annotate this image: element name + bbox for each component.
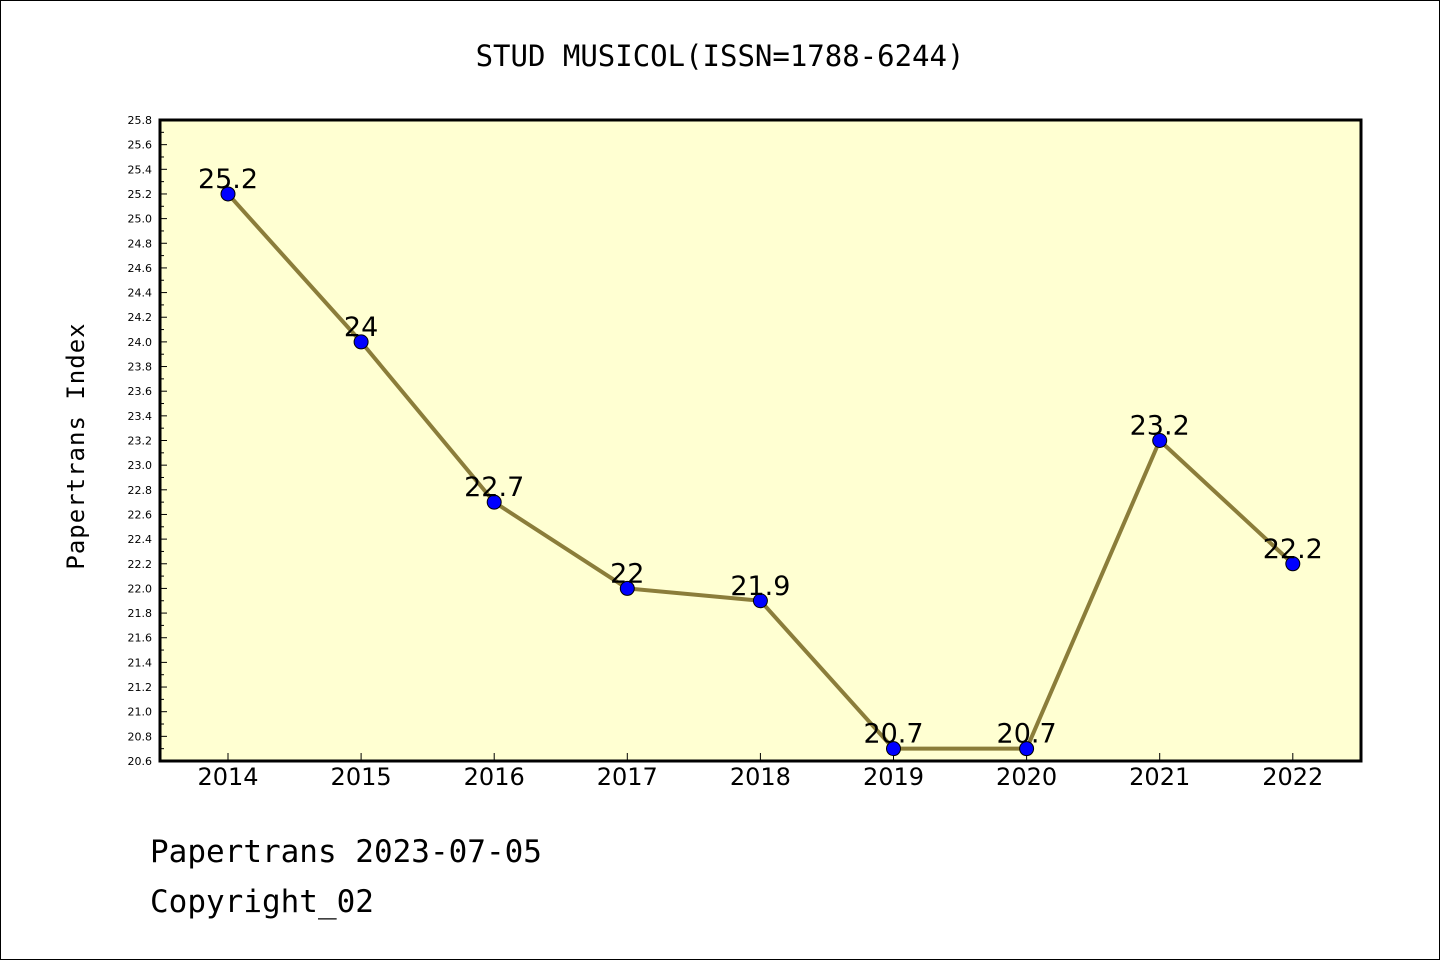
y-tick-label: 25.6 <box>128 139 153 152</box>
data-point <box>220 186 236 202</box>
x-tick-label: 2018 <box>730 763 791 791</box>
footer-date: Papertrans 2023-07-05 <box>150 834 542 870</box>
y-tick-label: 21.0 <box>128 706 153 719</box>
y-tick-label: 22.4 <box>128 533 153 546</box>
y-tick-label: 21.4 <box>128 656 153 669</box>
y-tick-label: 25.0 <box>128 213 153 226</box>
data-label: 24 <box>344 312 378 343</box>
y-tick-label: 22.2 <box>128 558 153 571</box>
data-point <box>1285 556 1301 572</box>
y-tick-label: 22.6 <box>128 508 153 521</box>
y-tick-label: 23.0 <box>128 459 153 472</box>
y-tick-label: 23.8 <box>128 361 153 374</box>
y-tick-label: 25.4 <box>128 163 153 176</box>
data-label: 20.7 <box>863 719 923 750</box>
data-point <box>486 494 502 510</box>
y-tick-label: 21.6 <box>128 632 153 645</box>
y-tick-label: 23.2 <box>128 435 153 448</box>
data-label: 22 <box>610 558 644 589</box>
footer-copyright: Copyright_02 <box>150 884 374 920</box>
data-markers <box>220 186 1301 757</box>
data-point <box>1019 741 1035 757</box>
data-label: 20.7 <box>997 719 1057 750</box>
data-point <box>1152 433 1168 448</box>
x-tick-label: 2019 <box>863 763 924 791</box>
data-label: 22.2 <box>1263 534 1323 565</box>
x-tick-label: 2014 <box>197 763 258 791</box>
y-tick-label: 23.6 <box>128 385 153 398</box>
data-label: 23.2 <box>1130 411 1190 442</box>
x-tick-label: 2021 <box>1129 763 1190 791</box>
y-tick-label: 21.8 <box>128 607 153 620</box>
chart-title: STUD MUSICOL(ISSN=1788-6244) <box>476 39 965 73</box>
y-tick-label: 22.0 <box>128 582 153 595</box>
y-tick-label: 24.0 <box>128 336 153 349</box>
x-tick-label: 2016 <box>464 763 525 791</box>
x-axis: 2014 2015 2016 2017 2018 2019 2020 2021 2022 <box>197 753 1323 791</box>
y-tick-label: 25.2 <box>128 188 153 201</box>
data-point <box>886 741 901 757</box>
data-point <box>752 593 768 609</box>
x-tick-label: 2020 <box>996 763 1057 791</box>
y-tick-label: 22.8 <box>128 484 153 497</box>
data-labels: 25.2 24 22.7 22 21.9 20.7 20.7 23.2 22.2 <box>198 164 1323 750</box>
y-tick-label: 24.2 <box>128 311 153 324</box>
y-tick-label: 24.4 <box>128 287 153 300</box>
data-label: 25.2 <box>198 164 258 195</box>
y-tick-label: 20.8 <box>128 730 153 743</box>
y-axis: 20.6 20.8 21.0 21.2 21.4 21.6 21.8 22.0 22.2 22.4… <box>128 114 167 768</box>
y-axis-label: Papertrans Index <box>62 322 90 569</box>
y-tick-label: 25.8 <box>128 114 153 127</box>
y-tick-label: 24.8 <box>128 237 153 250</box>
x-tick-label: 2015 <box>331 763 392 791</box>
data-point <box>353 334 369 350</box>
data-label: 22.7 <box>464 472 524 503</box>
y-tick-label: 23.4 <box>128 410 153 423</box>
data-label: 21.9 <box>730 571 790 602</box>
x-tick-label: 2022 <box>1262 763 1323 791</box>
plot-border <box>158 118 1363 763</box>
y-tick-label: 20.6 <box>128 755 153 768</box>
data-point <box>619 580 635 596</box>
x-tick-label: 2017 <box>597 763 658 791</box>
y-tick-label: 24.6 <box>128 262 153 275</box>
y-tick-label: 21.2 <box>128 681 153 694</box>
